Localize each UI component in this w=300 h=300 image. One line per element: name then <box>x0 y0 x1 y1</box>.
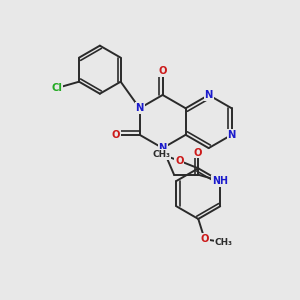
Text: N: N <box>136 103 144 113</box>
Text: Cl: Cl <box>52 83 62 93</box>
Text: O: O <box>194 148 202 158</box>
Text: CH₃: CH₃ <box>153 150 171 159</box>
Text: CH₃: CH₃ <box>214 238 232 247</box>
Text: NH: NH <box>212 176 228 186</box>
Text: N: N <box>158 143 167 153</box>
Text: O: O <box>200 234 209 244</box>
Text: N: N <box>205 90 213 100</box>
Text: O: O <box>111 130 120 140</box>
Text: O: O <box>175 156 184 166</box>
Text: O: O <box>158 66 167 76</box>
Text: N: N <box>227 130 236 140</box>
